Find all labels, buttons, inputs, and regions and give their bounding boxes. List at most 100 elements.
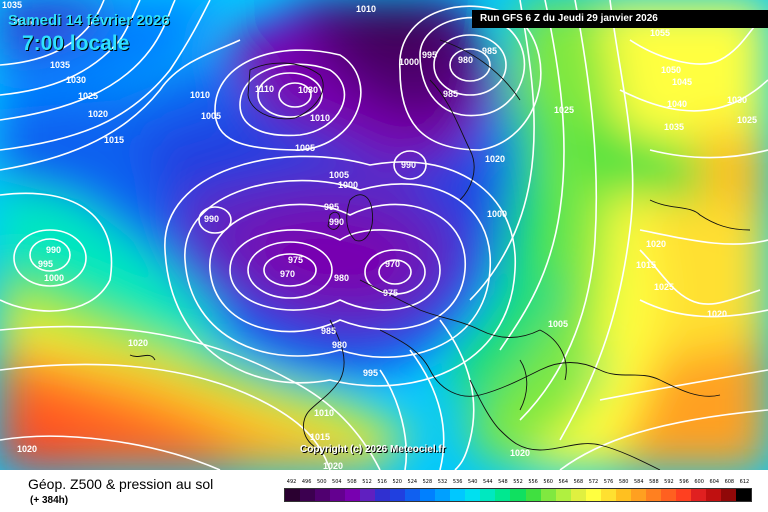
color-scale-tick: 608 xyxy=(724,479,735,485)
color-swatch xyxy=(345,489,361,501)
color-swatch xyxy=(585,489,601,501)
svg-text:970: 970 xyxy=(385,259,400,269)
color-swatch xyxy=(660,489,676,501)
color-scale-tick: 596 xyxy=(679,479,689,485)
geopotential-field: 1035 1010 1005 1035 1030 1025 1020 1015 … xyxy=(0,0,768,470)
color-swatch xyxy=(375,489,391,501)
svg-text:980: 980 xyxy=(332,340,347,350)
color-swatch xyxy=(555,489,571,501)
color-swatch xyxy=(510,489,526,501)
svg-text:1005: 1005 xyxy=(329,170,349,180)
copyright-notice: Copyright (c) 2026 Meteociel.fr xyxy=(300,444,446,455)
color-swatch xyxy=(405,489,421,501)
color-scale-tick: 512 xyxy=(362,479,372,485)
color-swatch xyxy=(285,489,301,501)
color-scale-tick: 588 xyxy=(649,479,659,485)
color-swatch xyxy=(540,489,556,501)
forecast-time: 7:00 locale xyxy=(22,32,130,55)
svg-text:995: 995 xyxy=(422,50,437,60)
color-swatch xyxy=(735,489,751,501)
model-run-info: Run GFS 6 Z du Jeudi 29 janvier 2026 xyxy=(472,10,768,28)
svg-text:990: 990 xyxy=(204,214,219,224)
forecast-hour: (+ 384h) xyxy=(30,495,69,506)
color-scale-tick: 516 xyxy=(377,479,387,485)
color-scale-tick: 528 xyxy=(422,479,433,485)
svg-text:1025: 1025 xyxy=(737,115,757,125)
svg-text:1030: 1030 xyxy=(66,75,86,85)
color-scale-tick: 560 xyxy=(543,479,553,485)
forecast-date: Samedi 14 février 2026 xyxy=(8,12,170,29)
color-swatch xyxy=(645,489,661,501)
svg-text:995: 995 xyxy=(324,202,339,212)
color-swatch xyxy=(495,489,511,501)
svg-text:1045: 1045 xyxy=(672,77,692,87)
svg-text:1005: 1005 xyxy=(295,143,315,153)
color-swatch xyxy=(705,489,721,501)
color-swatch xyxy=(600,489,616,501)
svg-text:1110: 1110 xyxy=(255,84,274,94)
svg-text:1000: 1000 xyxy=(487,209,507,219)
color-scale-tick: 520 xyxy=(392,479,402,485)
svg-text:1025: 1025 xyxy=(78,91,98,101)
svg-text:1015: 1015 xyxy=(636,260,656,270)
color-scale-tick: 564 xyxy=(558,479,569,485)
svg-text:970: 970 xyxy=(280,269,295,279)
svg-text:1005: 1005 xyxy=(201,111,221,121)
svg-text:990: 990 xyxy=(401,160,416,170)
color-swatch xyxy=(450,489,466,501)
svg-text:1035: 1035 xyxy=(664,122,684,132)
svg-text:1005: 1005 xyxy=(12,17,32,27)
svg-text:1005: 1005 xyxy=(548,319,568,329)
color-scale xyxy=(284,488,752,502)
color-scale-tick: 508 xyxy=(347,479,357,485)
coastlines xyxy=(129,39,751,470)
svg-text:1010: 1010 xyxy=(314,408,334,418)
color-swatch xyxy=(315,489,331,501)
svg-text:1020: 1020 xyxy=(323,461,343,470)
svg-text:1020: 1020 xyxy=(646,239,666,249)
color-scale-tick: 492 xyxy=(286,479,297,485)
svg-text:1020: 1020 xyxy=(17,444,37,454)
color-swatch xyxy=(675,489,691,501)
color-swatch xyxy=(390,489,406,501)
color-scale-tick: 612 xyxy=(739,479,750,485)
color-scale-tick: 556 xyxy=(528,479,538,485)
svg-text:990: 990 xyxy=(46,245,61,255)
color-swatch xyxy=(690,489,706,501)
svg-text:1000: 1000 xyxy=(399,57,419,67)
svg-text:980: 980 xyxy=(334,273,349,283)
svg-text:1020: 1020 xyxy=(510,448,530,458)
svg-text:1055: 1055 xyxy=(650,28,670,38)
svg-text:1015: 1015 xyxy=(310,432,330,442)
weather-map: 1035 1010 1005 1035 1030 1025 1020 1015 … xyxy=(0,0,768,470)
color-swatch xyxy=(480,489,496,501)
color-scale-tick: 576 xyxy=(603,479,614,485)
color-scale-tick: 600 xyxy=(694,479,704,485)
color-swatch xyxy=(525,489,541,501)
color-swatch xyxy=(360,489,376,501)
color-scale-tick: 604 xyxy=(709,479,720,485)
svg-text:1030: 1030 xyxy=(727,95,747,105)
svg-text:1010: 1010 xyxy=(310,113,330,123)
color-scale-tick: 584 xyxy=(633,479,644,485)
color-swatch xyxy=(630,489,646,501)
svg-text:995: 995 xyxy=(363,368,378,378)
color-scale-tick: 504 xyxy=(332,479,342,485)
svg-text:1025: 1025 xyxy=(654,282,674,292)
svg-text:1010: 1010 xyxy=(190,90,210,100)
svg-text:1020: 1020 xyxy=(88,109,108,119)
color-scale-tick: 532 xyxy=(437,479,448,485)
svg-text:975: 975 xyxy=(383,288,398,298)
svg-text:1020: 1020 xyxy=(128,338,148,348)
svg-text:1030: 1030 xyxy=(298,85,318,95)
color-swatch xyxy=(570,489,586,501)
color-scale-tick: 568 xyxy=(573,479,584,485)
isobars xyxy=(0,0,768,470)
color-scale-tick: 496 xyxy=(301,479,312,485)
legend-footer: Géop. Z500 & pression au sol (+ 384h) 49… xyxy=(0,470,768,512)
color-scale-tick: 544 xyxy=(483,479,493,485)
svg-text:1000: 1000 xyxy=(44,273,64,283)
svg-text:985: 985 xyxy=(443,89,458,99)
svg-text:995: 995 xyxy=(38,259,53,269)
color-scale-tick: 580 xyxy=(618,479,629,485)
